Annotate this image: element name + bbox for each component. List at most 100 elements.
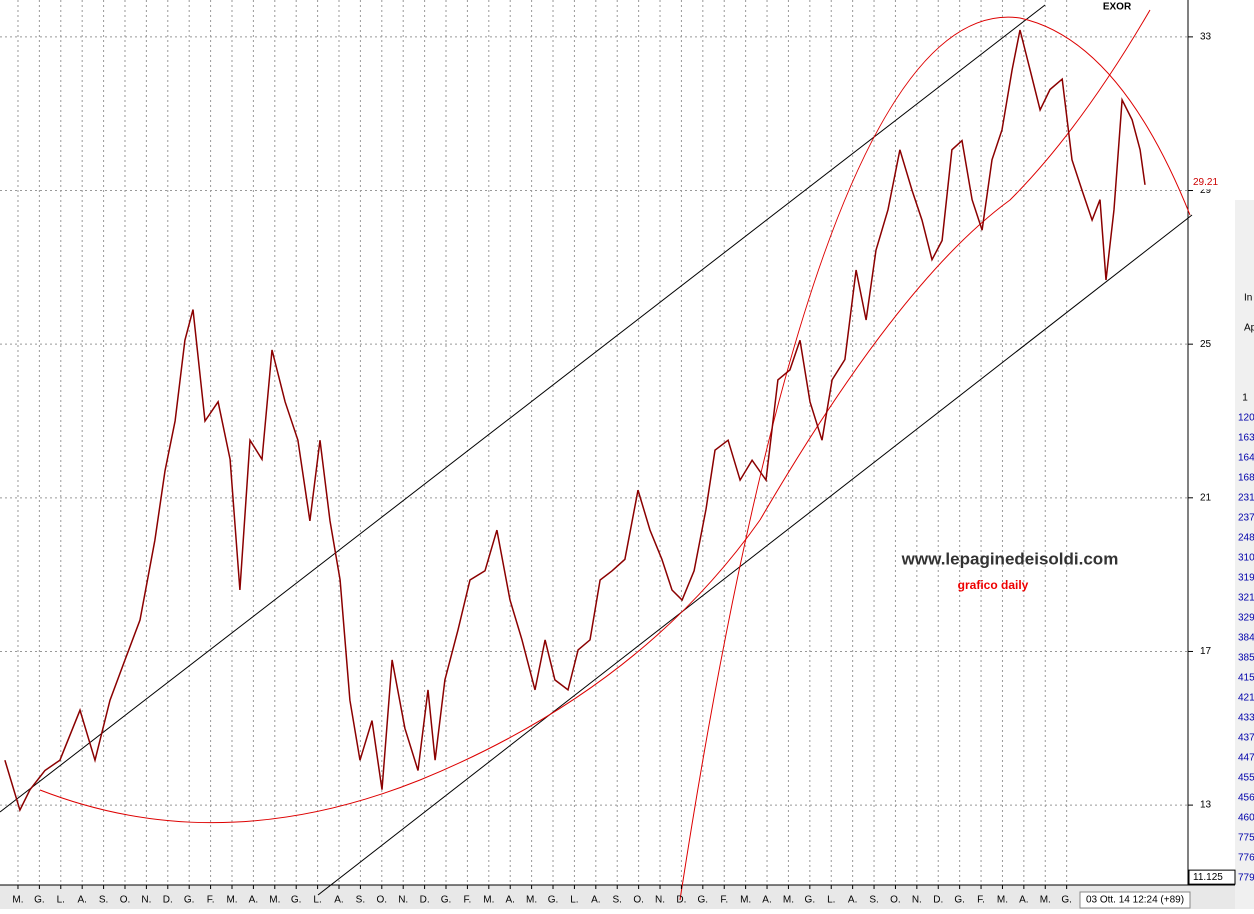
x-tick-label: G. <box>291 895 302 906</box>
x-tick-label: M. <box>1040 895 1051 906</box>
x-tick-label: A. <box>762 895 771 906</box>
x-tick-label: N. <box>912 895 922 906</box>
x-tick-label: A. <box>334 895 343 906</box>
x-tick-label: F. <box>464 895 472 906</box>
x-tick-label: L. <box>570 895 578 906</box>
x-tick-label: M. <box>997 895 1008 906</box>
panel-row: 433 <box>1238 713 1254 724</box>
x-tick-label: D. <box>163 895 173 906</box>
y-tick-label: 33 <box>1200 32 1212 43</box>
x-tick-label: G. <box>1061 895 1072 906</box>
x-tick-label: A. <box>505 895 514 906</box>
panel-row: 455 <box>1238 773 1254 784</box>
panel-row: 456 <box>1238 793 1254 804</box>
x-tick-label: S. <box>612 895 621 906</box>
panel-row: 231 <box>1238 493 1254 504</box>
panel-row: 415 <box>1238 673 1254 684</box>
x-tick-label: S. <box>99 895 108 906</box>
panel-header: 1 <box>1242 393 1248 404</box>
panel-row: 329 <box>1238 613 1254 624</box>
x-tick-label: D. <box>676 895 686 906</box>
x-tick-label: O. <box>633 895 644 906</box>
x-tick-label: G. <box>954 895 965 906</box>
channel-upper <box>0 4 1046 813</box>
y-tick-label: 17 <box>1200 646 1212 657</box>
x-tick-label: A. <box>249 895 258 906</box>
x-tick-label: F. <box>720 895 728 906</box>
panel-label: In <box>1244 293 1252 304</box>
trend-lines <box>0 4 1193 901</box>
x-tick-label: M. <box>12 895 23 906</box>
x-tick-label: G. <box>698 895 709 906</box>
x-tick-label: N. <box>398 895 408 906</box>
y-tick-label: 13 <box>1200 800 1212 811</box>
price-line <box>4 29 1146 813</box>
panel-row: 447 <box>1238 753 1254 764</box>
last-price-box <box>1190 175 1234 190</box>
watermark: www.lepaginedeisoldi.com <box>901 549 1119 568</box>
panel-row: 437 <box>1238 733 1254 744</box>
timestamp: 03 Ott. 14 12:24 (+89) <box>1086 895 1184 906</box>
panel-row: 319 <box>1238 573 1254 584</box>
panel-label: Ap <box>1244 323 1254 334</box>
x-tick-label: F. <box>207 895 215 906</box>
panel-row: 775 <box>1238 833 1254 844</box>
x-tick-label: O. <box>377 895 388 906</box>
curve-base <box>39 519 761 824</box>
x-tick-label: G. <box>548 895 559 906</box>
panel-row: 460 <box>1238 813 1254 824</box>
last-price-label: 29.21 <box>1193 177 1218 188</box>
x-tick-label: L. <box>57 895 65 906</box>
chart-title: EXOR <box>1103 2 1132 13</box>
panel-row: 163 <box>1238 433 1254 444</box>
x-tick-label: L. <box>313 895 321 906</box>
x-tick-label: G. <box>805 895 816 906</box>
x-tick-label: A. <box>1019 895 1028 906</box>
channel-lower <box>317 214 1193 896</box>
cursor-box <box>1188 869 1236 885</box>
x-tick-label: N. <box>141 895 151 906</box>
x-tick-label: M. <box>226 895 237 906</box>
curve-rise <box>759 9 1151 521</box>
panel-row: 779 <box>1238 873 1254 884</box>
x-tick-label: M. <box>269 895 280 906</box>
x-tick-label: M. <box>526 895 537 906</box>
x-tick-label: A. <box>77 895 86 906</box>
x-tick-label: M. <box>783 895 794 906</box>
panel-row: 385 <box>1238 653 1254 664</box>
x-tick-label: N. <box>655 895 665 906</box>
panel-row: 310 <box>1238 553 1254 564</box>
panel-row: 164 <box>1238 453 1254 464</box>
x-tick-label: G. <box>34 895 45 906</box>
x-tick-label: F. <box>977 895 985 906</box>
x-tick-label: A. <box>848 895 857 906</box>
plot-area <box>0 0 1188 885</box>
panel-row: 168 <box>1238 473 1254 484</box>
x-tick-label: G. <box>184 895 195 906</box>
subtitle: grafico daily <box>958 578 1029 592</box>
x-tick-label: D. <box>420 895 430 906</box>
panel-row: 321 <box>1238 593 1254 604</box>
curve-parabola <box>679 16 1191 901</box>
x-tick-label: S. <box>869 895 878 906</box>
panel-row: 421 <box>1238 693 1254 704</box>
panel-row: 237 <box>1238 513 1254 524</box>
side-panel <box>1235 200 1254 909</box>
panel-row: 384 <box>1238 633 1254 644</box>
x-tick-label: O. <box>120 895 131 906</box>
panel-row: 248 <box>1238 533 1254 544</box>
panel-row: 776 <box>1238 853 1254 864</box>
cursor-label: 11.125 <box>1193 872 1223 883</box>
y-tick-label: 29 <box>1200 185 1212 196</box>
x-tick-label: D. <box>933 895 943 906</box>
x-tick-label: L. <box>827 895 835 906</box>
y-tick-label: 21 <box>1200 492 1212 503</box>
x-tick-label: G. <box>441 895 452 906</box>
x-tick-label: O. <box>890 895 901 906</box>
x-tick-label: A. <box>591 895 600 906</box>
timestamp-box <box>1079 891 1191 909</box>
y-tick-label: 25 <box>1200 339 1212 350</box>
x-tick-label: S. <box>356 895 365 906</box>
